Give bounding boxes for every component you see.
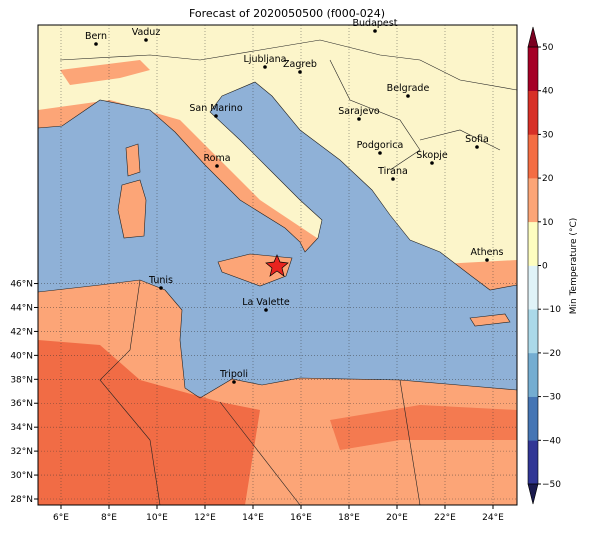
city-label: Bern: [85, 31, 107, 42]
city-label: Vaduz: [132, 27, 161, 38]
lat-tick-label: 28°N: [10, 495, 33, 505]
warm-land: [60, 60, 150, 85]
colorbar-tick-label: 50: [542, 43, 554, 53]
lon-tick-label: 20°E: [386, 513, 408, 523]
lon-tick-label: 6°E: [53, 513, 69, 523]
city-dot: [94, 42, 98, 46]
city-label: Zagreb: [283, 59, 317, 70]
city-label: Belgrade: [387, 83, 430, 94]
city-label: Budapest: [353, 18, 398, 29]
city-label: Podgorica: [357, 140, 404, 151]
axis-labels: 6°E 8°E 10°E 12°E 14°E 16°E 18°E 20°E 22°E 24°E 28…: [10, 280, 504, 523]
crete: [469, 313, 511, 327]
colorbar-segment: [528, 221, 538, 266]
lat-tick-label: 30°N: [10, 471, 33, 481]
graticule: [38, 25, 517, 505]
lat-tick-label: 34°N: [10, 423, 33, 433]
lon-tick-label: 16°E: [290, 513, 312, 523]
city-dot: [264, 308, 268, 312]
country-border: [59, 39, 517, 505]
city-label: Athens: [471, 247, 504, 258]
city-label: Sarajevo: [338, 106, 380, 117]
city-dot: [485, 258, 489, 262]
colorbar-extend: [527, 26, 539, 48]
lat-tick-label: 36°N: [10, 399, 33, 409]
sardinia: [117, 179, 147, 239]
colorbar-segment: [528, 265, 538, 310]
hot-land: [330, 405, 517, 450]
city-dot: [298, 70, 302, 74]
colorbar-segment: [528, 309, 538, 354]
coastline: [38, 81, 517, 291]
lon-tick-label: 8°E: [101, 513, 117, 523]
colorbar-tick-label: −50: [542, 480, 561, 490]
city-label: Ljubljana: [244, 54, 287, 65]
city-dot: [378, 151, 382, 155]
title: Forecast of 2020050500 (f000-024): [189, 7, 385, 20]
colorbar-tick-label: 10: [542, 218, 554, 228]
colorbar-segment: [528, 352, 538, 397]
city-label: Roma: [203, 153, 230, 164]
city-dot: [232, 380, 236, 384]
city-dot: [214, 114, 218, 118]
city-label: La Valette: [242, 297, 290, 308]
colorbar-segment: [528, 396, 538, 441]
colorbar-segment: [528, 178, 538, 223]
lon-tick-label: 12°E: [194, 513, 216, 523]
city-dot: [475, 145, 479, 149]
lon-tick-label: 18°E: [338, 513, 360, 523]
hot-land: [38, 340, 260, 505]
city-dot: [144, 38, 148, 42]
colorbar-extend: [527, 483, 539, 505]
lat-tick-label: 32°N: [10, 447, 33, 457]
lat-tick-label: 42°N: [10, 327, 33, 337]
lat-tick-label: 38°N: [10, 375, 33, 385]
colorbar-tick-label: −40: [542, 436, 561, 446]
colorbar-tick-label: −10: [542, 305, 561, 315]
map-frame: [37, 24, 518, 506]
colorbar-tick-label: 0: [542, 262, 548, 272]
colorbar-segment: [528, 90, 538, 135]
city-dot: [159, 286, 163, 290]
city-label: Sofia: [465, 134, 489, 145]
city-label: Tunis: [148, 275, 173, 286]
city-dot: [406, 94, 410, 98]
city-label: Skopje: [416, 150, 448, 161]
lon-tick-label: 10°E: [146, 513, 168, 523]
city-dot: [391, 177, 395, 181]
colorbar: −50 −40 −30 −20 −10 0 10 20 30 40 50: [527, 26, 561, 505]
lon-tick-label: 22°E: [434, 513, 456, 523]
colorbar-segment: [528, 440, 538, 485]
colorbar-tick-label: 20: [542, 174, 554, 184]
lon-tick-label: 14°E: [242, 513, 264, 523]
lat-tick-label: 44°N: [10, 303, 33, 313]
coastline: [38, 279, 517, 399]
city-label: Tripoli: [219, 369, 248, 380]
colorbar-segment: [528, 134, 538, 179]
city-dot: [373, 29, 377, 33]
corsica: [125, 143, 141, 177]
city-label: San Marino: [189, 103, 242, 114]
city-dot: [263, 65, 267, 69]
lat-tick-label: 40°N: [10, 351, 33, 361]
colorbar-segment: [528, 47, 538, 91]
colorbar-tick-label: −30: [542, 393, 561, 403]
colorbar-tick-label: 30: [542, 130, 554, 140]
event-star: [265, 254, 289, 277]
lon-tick-label: 24°E: [482, 513, 504, 523]
city-dot: [357, 117, 361, 121]
colorbar-tick-label: 40: [542, 87, 554, 97]
lat-tick-label: 46°N: [10, 280, 33, 290]
colorbar-label: Min Temperature (°C): [569, 218, 579, 315]
colorbar-tick-label: −20: [542, 349, 561, 359]
city-dot: [215, 164, 219, 168]
city-label: Tirana: [377, 166, 408, 177]
city-dot: [430, 161, 434, 165]
